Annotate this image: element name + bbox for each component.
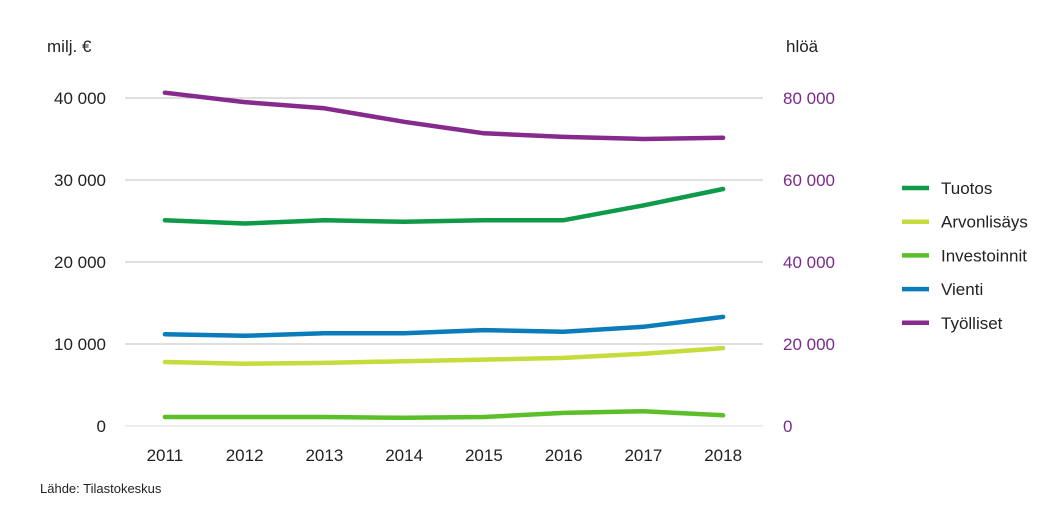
left-tick-label: 0 [97, 417, 106, 436]
x-tick-label: 2015 [465, 446, 503, 465]
right-axis-ticks: 0 20 000 40 000 60 000 80 000 [783, 89, 835, 436]
legend-label: Arvonlisäys [941, 213, 1028, 232]
series-line-arvonlisäys [162, 345, 726, 366]
series-line-tuotos [162, 186, 726, 226]
right-tick-label: 0 [783, 417, 792, 436]
left-axis-ticks: 0 10 000 20 000 30 000 40 000 [54, 89, 106, 436]
x-axis-ticks: 2011 2012 2013 2014 2015 2016 2017 2018 [147, 446, 742, 465]
source-note: Lähde: Tilastokeskus [40, 481, 162, 496]
x-tick-label: 2012 [226, 446, 264, 465]
x-tick-label: 2013 [305, 446, 343, 465]
left-tick-label: 40 000 [54, 89, 106, 108]
legend: Tuotos Arvonlisäys Investoinnit Vienti Työll… [902, 179, 1028, 333]
right-tick-label: 20 000 [783, 335, 835, 354]
series-line-vienti [162, 314, 726, 339]
left-axis-unit: milj. € [47, 37, 92, 56]
x-tick-label: 2018 [704, 446, 742, 465]
x-tick-label: 2016 [545, 446, 583, 465]
legend-label: Vienti [941, 280, 983, 299]
right-tick-label: 60 000 [783, 171, 835, 190]
right-axis-unit: hlöä [786, 37, 819, 56]
left-tick-label: 30 000 [54, 171, 106, 190]
series-lines [162, 90, 726, 421]
left-tick-label: 10 000 [54, 335, 106, 354]
legend-label: Työlliset [941, 314, 1003, 333]
x-tick-label: 2017 [624, 446, 662, 465]
series-line-työlliset [162, 90, 726, 142]
legend-label: Tuotos [941, 179, 992, 198]
right-tick-label: 80 000 [783, 89, 835, 108]
series-line-investoinnit [162, 408, 726, 421]
gridlines [125, 97, 763, 427]
legend-label: Investoinnit [941, 246, 1027, 265]
x-tick-label: 2011 [147, 446, 184, 465]
right-tick-label: 40 000 [783, 253, 835, 272]
left-tick-label: 20 000 [54, 253, 106, 272]
x-tick-label: 2014 [385, 446, 423, 465]
